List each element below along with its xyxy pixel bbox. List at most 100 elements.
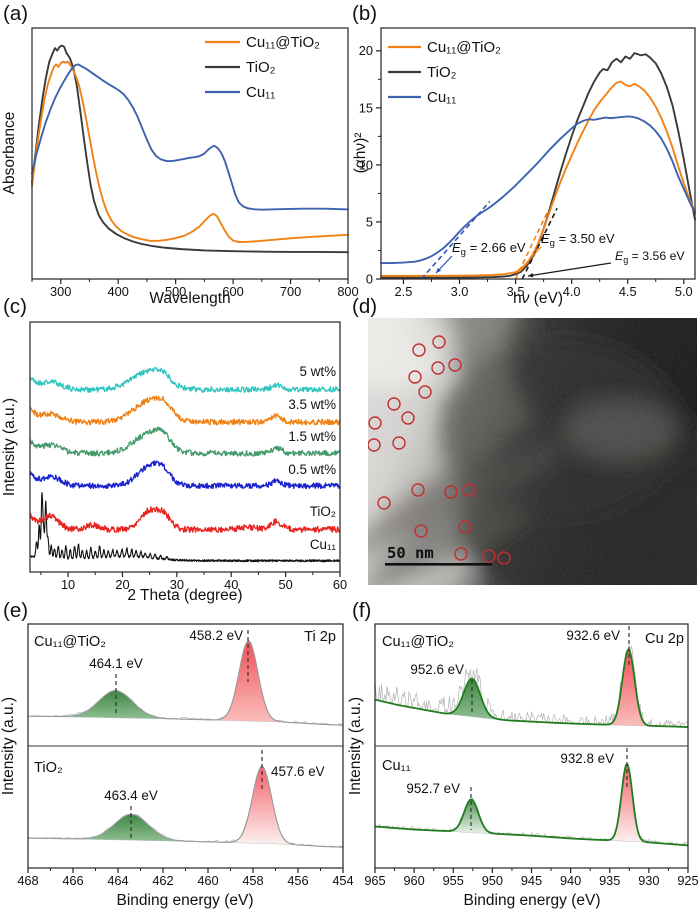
panel-a-legend: Cu₁₁@TiO₂ TiO₂ Cu₁₁: [205, 34, 320, 101]
tick-label: 4.5: [619, 284, 637, 299]
panel-b-annotation-arrows: [435, 246, 612, 278]
tick-label: 930: [638, 873, 659, 888]
tick-label: 4.0: [563, 284, 581, 299]
tick-label: 40: [224, 577, 238, 592]
spectrum-name-bottom: TiO₂: [34, 760, 63, 776]
tick-label: 30: [170, 577, 184, 592]
xrd-trace: [29, 367, 341, 393]
bandgap-extrapolation-line: [420, 200, 491, 280]
legend-label-cu11tio2: Cu₁₁@TiO₂: [427, 39, 501, 56]
tick-label: 0: [366, 271, 373, 286]
trace-label-1p5wt: 1.5 wt%: [288, 429, 336, 444]
tauc-series-line: [380, 80, 696, 277]
tick-label: 800: [337, 284, 358, 299]
nanocluster-marker: [377, 496, 391, 510]
peak-label-932-8: 932.8 eV: [560, 751, 614, 766]
panel-c-label: (c): [3, 295, 27, 318]
panel-b-axis-ticks: 2.5 3.0 3.5 4.0 4.5 5.0 0 5 10 15 20: [359, 43, 693, 299]
legend-label-cu11: Cu₁₁: [246, 84, 275, 101]
tick-label: 925: [677, 873, 698, 888]
tick-label: 2.5: [395, 284, 413, 299]
trace-label-tio2: TiO₂: [310, 504, 336, 519]
tick-label: 5.0: [675, 284, 693, 299]
nanocluster-marker: [432, 335, 446, 349]
panel-e-xlabel: Binding energy (eV): [117, 892, 254, 909]
panel-c-ylabel: Intensity (a.u.): [1, 398, 18, 496]
tick-label: 940: [560, 873, 581, 888]
tick-label: 15: [359, 100, 373, 115]
panel-c: (c) 10 20 30 40 50 60 2 Theta (degree) Intens…: [1, 295, 347, 604]
nanocluster-marker: [408, 370, 422, 384]
tick-label: 458: [242, 873, 263, 888]
legend-label-cu11tio2: Cu₁₁@TiO₂: [246, 34, 320, 51]
xps-envelope: [374, 763, 689, 847]
tick-label: 50: [278, 577, 292, 592]
bandgap-annotation-cu11: Eg = 2.66 eV: [452, 240, 526, 258]
nanocluster-marker: [462, 483, 476, 497]
panel-c-axes-box: [29, 321, 341, 573]
panel-b-legend: Cu₁₁@TiO₂ TiO₂ Cu₁₁: [388, 39, 501, 106]
xps-envelope: [374, 648, 689, 728]
tick-label: 300: [50, 284, 71, 299]
panel-c-xlabel: 2 Theta (degree): [127, 587, 242, 604]
trace-label-0p5wt: 0.5 wt%: [288, 462, 336, 477]
peak-label-952-6: 952.6 eV: [410, 662, 464, 677]
annotation-arrow: [516, 246, 542, 274]
nanocluster-marker: [497, 551, 511, 565]
panel-b-axes-box: [380, 27, 696, 280]
annotation-arrowhead: [436, 267, 442, 273]
peak-label-463: 463.4 eV: [104, 788, 158, 803]
nanocluster-marker: [458, 520, 472, 534]
tauc-series-line: [380, 115, 696, 264]
panel-f: (f) 965 960 955 950 945 940 935 930 925 Binding …: [347, 599, 699, 909]
peak-label-458: 458.2 eV: [189, 628, 243, 643]
peak-label-932-6: 932.6 eV: [566, 628, 620, 643]
panel-b-label: (b): [352, 2, 377, 25]
tick-label: 945: [521, 873, 542, 888]
tauc-series-line: [380, 52, 696, 279]
bandgap-extrapolation-line: [521, 207, 558, 280]
nanocluster-marker: [444, 485, 458, 499]
tick-label: 5: [366, 214, 373, 229]
peak-label-464: 464.1 eV: [89, 656, 143, 671]
xrd-trace: [29, 460, 341, 490]
xps-envelope: [27, 765, 343, 848]
panel-f-label: (f): [352, 599, 371, 622]
panel-c-trace-labels: 5 wt% 3.5 wt% 1.5 wt% 0.5 wt% TiO₂ Cu₁₁: [288, 364, 336, 552]
nanocluster-marker: [401, 411, 415, 425]
nanocluster-marker: [482, 549, 496, 563]
tick-label: 10: [359, 157, 373, 172]
tick-label: 462: [152, 873, 173, 888]
panel-e-label: (e): [3, 599, 28, 622]
xps-peak-fill: [60, 690, 171, 719]
panel-a-plot-area: [31, 44, 349, 254]
panel-f-axis-ticks: 965 960 955 950 945 940 935 930 925: [364, 868, 699, 888]
region-label-cu2p: Cu 2p: [645, 631, 684, 647]
legend-label-cu11: Cu₁₁: [427, 89, 456, 106]
tick-label: 20: [115, 577, 129, 592]
tick-label: 456: [287, 873, 308, 888]
panel-b-ylabel: (αhν)²: [352, 133, 369, 174]
region-label-ti2p: Ti 2p: [304, 629, 336, 645]
tick-label: 700: [280, 284, 301, 299]
panel-e-axis-ticks: 468 466 464 462 460 458 456 454: [17, 868, 354, 888]
panel-f-ylabel: Intensity (a.u.): [347, 697, 364, 795]
nanocluster-marker: [387, 397, 401, 411]
tick-label: 468: [17, 873, 38, 888]
tick-label: 960: [403, 873, 424, 888]
tem-grain-texture: [368, 318, 697, 585]
annotation-arrowhead: [517, 267, 523, 273]
tick-label: 950: [482, 873, 503, 888]
panel-a-label: (a): [3, 2, 28, 25]
panel-b-xlabel: hν (eV): [513, 290, 563, 307]
tem-image: 50 nm: [368, 318, 697, 585]
panel-a-ylabel: Absorbance: [1, 112, 18, 195]
tick-label: 955: [443, 873, 464, 888]
tick-label: 464: [107, 873, 128, 888]
tick-label: 466: [62, 873, 83, 888]
panel-c-axis-ticks: 10 20 30 40 50 60: [40, 572, 347, 592]
annotation-arrowhead: [528, 273, 534, 278]
tick-label: 935: [599, 873, 620, 888]
uvvis-series-line: [31, 44, 349, 254]
